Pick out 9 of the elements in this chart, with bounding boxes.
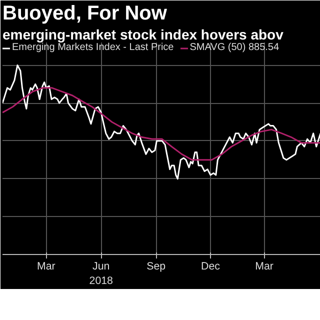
legend-label: Emerging Markets Index - Last Price [12,42,174,53]
legend-label: SMAVG (50) 885.54 [190,42,280,53]
chart-title: Buoyed, For Now [2,2,168,24]
x-tick-label: Mar [255,260,274,272]
x-tick-label: Sep [146,260,166,272]
x-tick-label: Mar [36,260,56,272]
x-tick-label: Jun 2018 [89,260,114,287]
chart-subtitle: emerging-market stock index hovers abov [2,26,284,42]
x-tick-label: Dec [201,260,221,272]
